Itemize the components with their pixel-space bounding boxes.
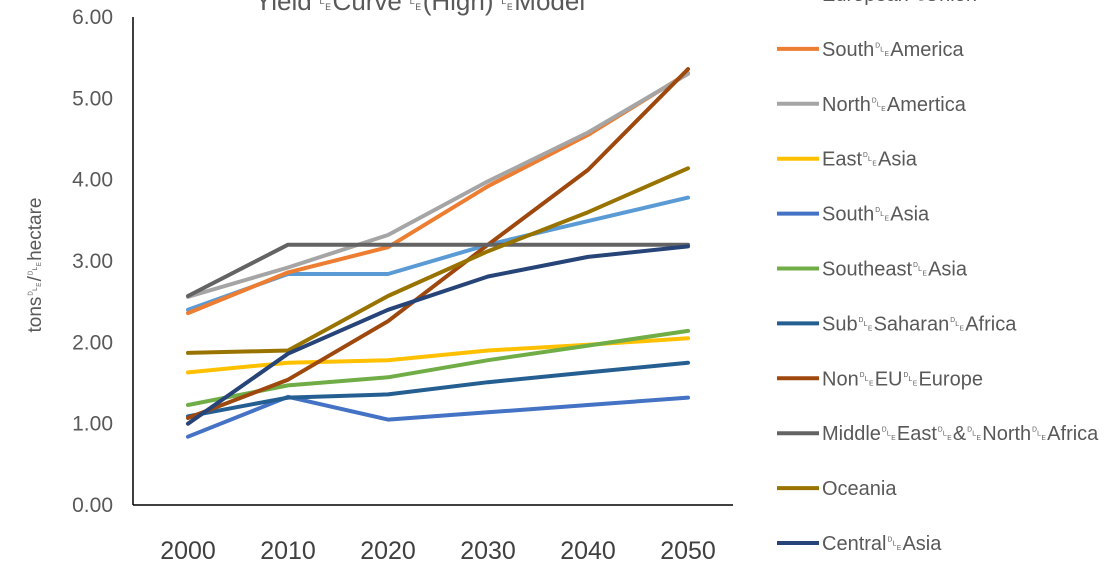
legend: European␐Union South␐America North␐Amertic… [777,0,1099,555]
legend-label: Oceania [822,478,897,500]
y-tick-label: 3.00 [72,250,113,273]
series-line [186,394,690,439]
chart-title: Yield␐Curve␐(High)␐Model [255,0,585,16]
y-tick-labels: 0.00 1.00 2.00 3.00 4.00 5.00 6.00 [72,6,113,517]
series-line [186,71,690,316]
y-tick-label: 5.00 [72,87,113,110]
legend-label: Middle␐East␐&␐North␐Africa [822,423,1099,445]
legend-label: Southeast␐Asia [822,259,968,281]
y-tick-label: 1.00 [72,413,113,436]
legend-label: European␐Union [822,0,977,6]
x-tick-label: 2010 [260,537,316,565]
y-tick-label: 2.00 [72,331,113,354]
legend-label: East␐Asia [822,149,918,171]
legend-label: South␐Asia [822,204,930,226]
legend-label: Sub␐Saharan␐Africa [822,313,1017,335]
legend-label: North␐Amertica [822,94,967,116]
y-tick-label: 4.00 [72,169,113,192]
x-tick-label: 2040 [560,537,616,565]
series-line [186,242,690,298]
series-line [186,67,690,420]
series-line [186,244,690,426]
series-line [186,360,690,419]
y-tick-label: 0.00 [72,494,113,517]
x-tick-label: 2030 [460,537,516,565]
series-line [186,328,690,407]
series-line [186,71,690,299]
x-tick-label: 2000 [160,537,216,565]
y-axis-label: tons␐/␐hectare [25,198,46,333]
x-tick-label: 2050 [660,537,716,565]
legend-label: Non␐EU␐Europe [822,368,983,390]
legend-label: South␐America [822,39,964,61]
x-tick-labels: 2000 2010 2020 2030 2040 2050 [160,537,716,565]
legend-label: Central␐Asia [822,533,942,555]
x-tick-label: 2020 [360,537,416,565]
series-line [186,166,690,355]
y-tick-label: 6.00 [72,6,113,29]
series-lines [186,67,690,439]
